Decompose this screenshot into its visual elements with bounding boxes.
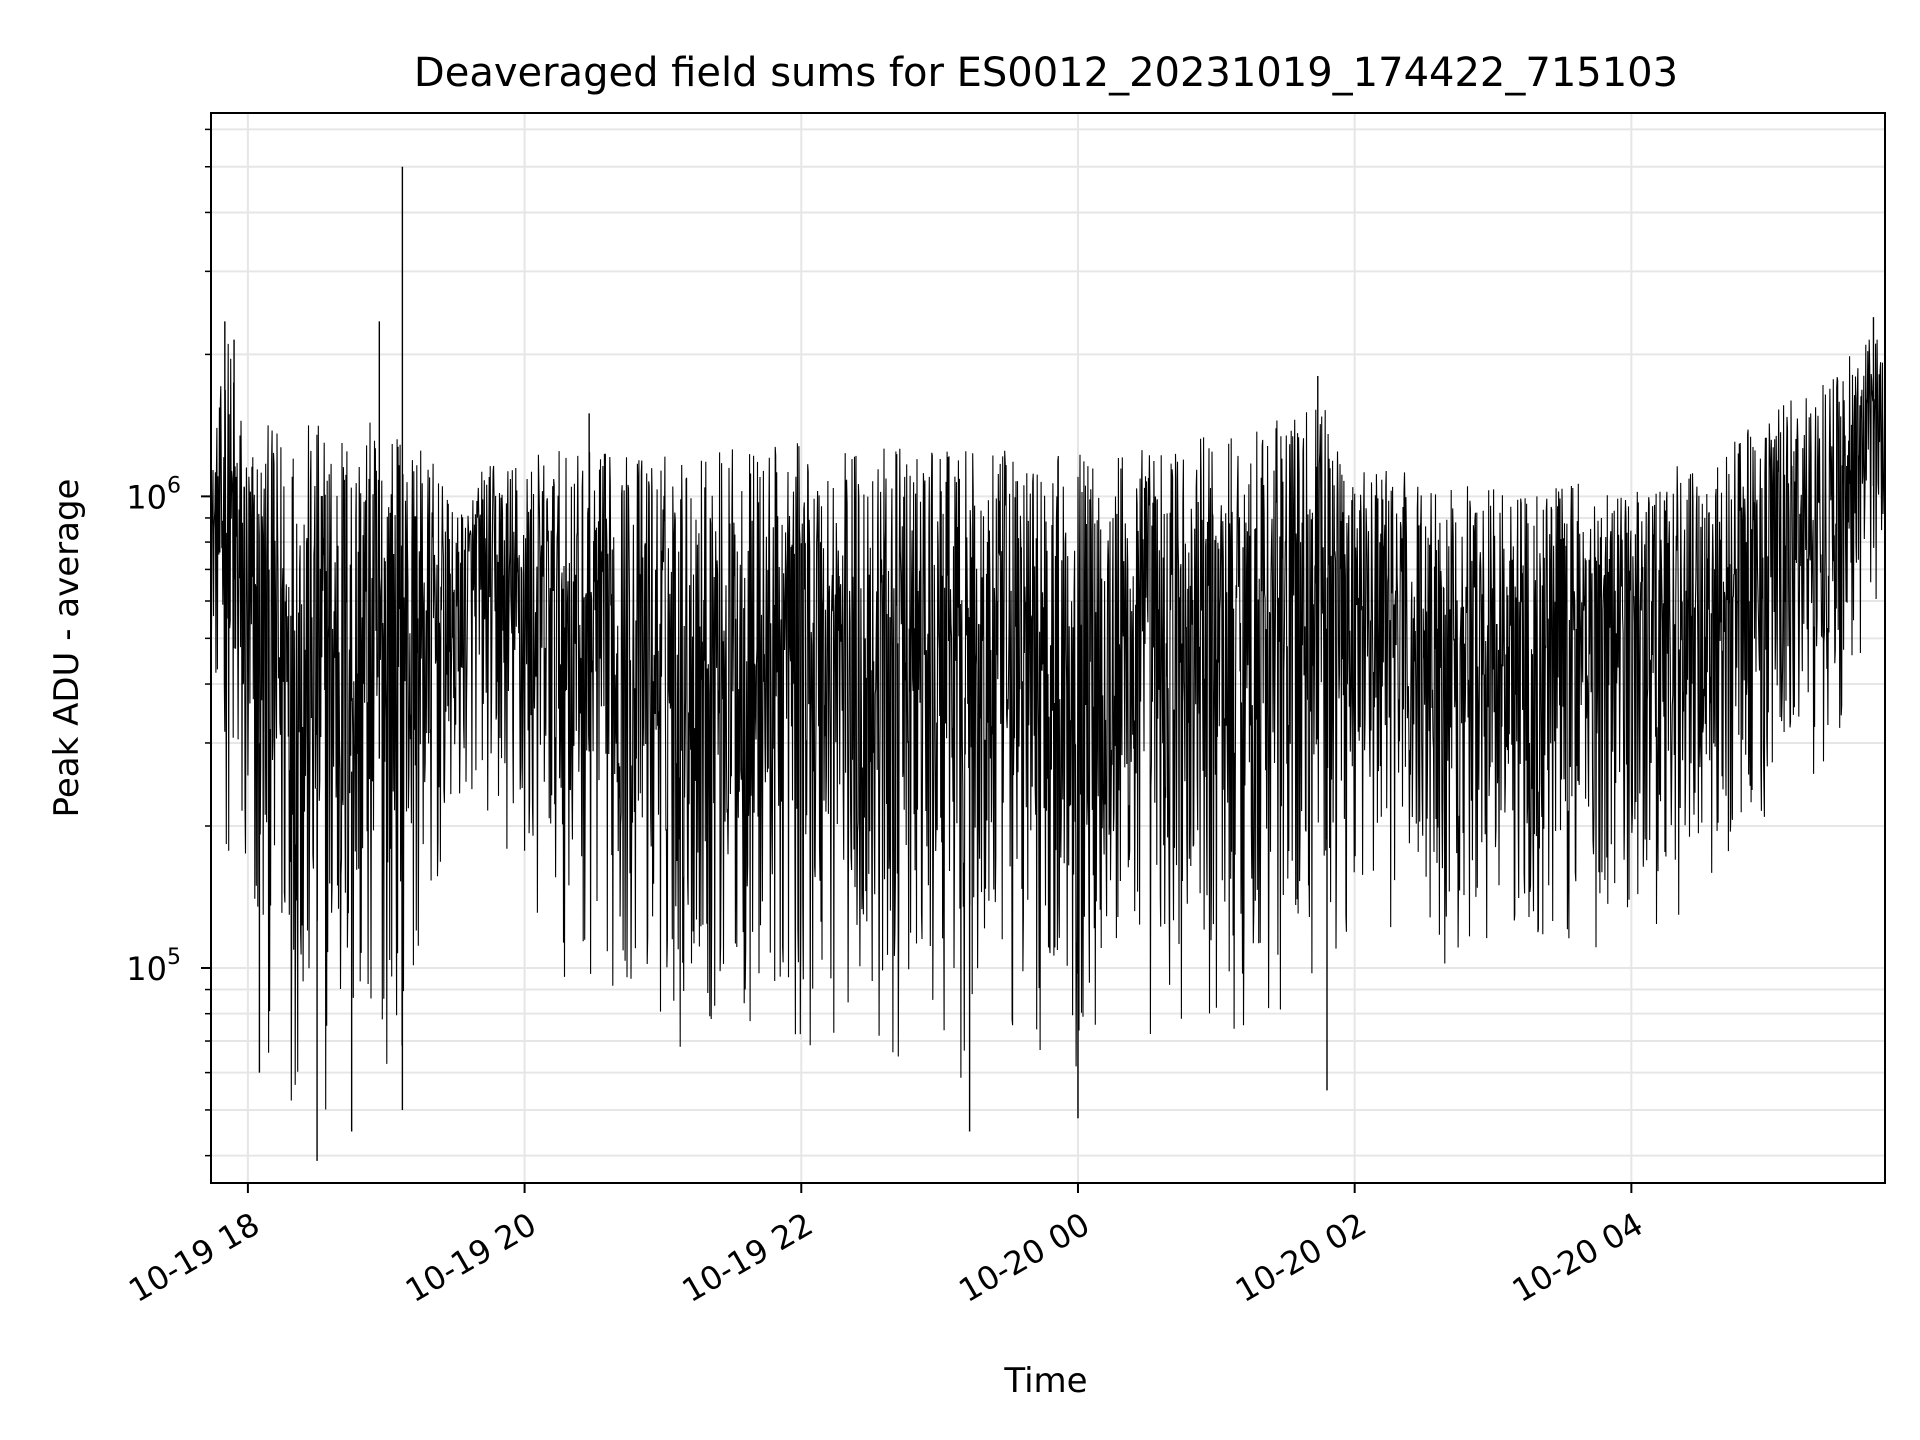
y-tick-label: 106 bbox=[126, 473, 181, 516]
plot-frame bbox=[210, 112, 1886, 1184]
data-area bbox=[211, 166, 1885, 1161]
series-line bbox=[211, 339, 1885, 1110]
chart-title: Deaveraged field sums for ES0012_2023101… bbox=[414, 50, 1678, 96]
x-axis-label: Time bbox=[1003, 1361, 1087, 1401]
y-axis-label: Peak ADU - average bbox=[47, 479, 87, 818]
y-tick-label: 105 bbox=[126, 945, 181, 988]
